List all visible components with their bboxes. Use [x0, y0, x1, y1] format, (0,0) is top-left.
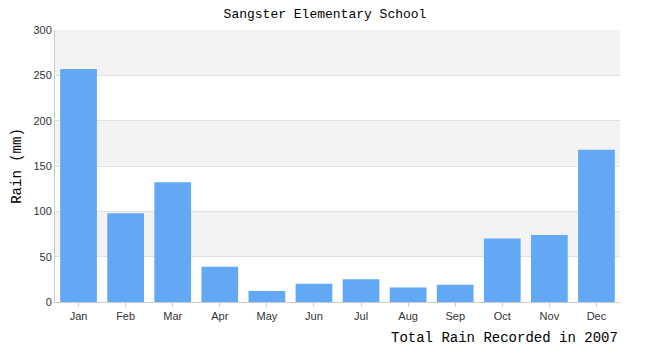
- svg-text:May: May: [256, 310, 277, 322]
- svg-text:200: 200: [33, 115, 51, 127]
- svg-text:Mar: Mar: [163, 310, 182, 322]
- svg-text:Jan: Jan: [70, 310, 88, 322]
- svg-text:300: 300: [33, 24, 51, 36]
- svg-text:Dec: Dec: [587, 310, 607, 322]
- svg-text:150: 150: [33, 160, 51, 172]
- svg-text:Total Rain Recorded in 2007: Total Rain Recorded in 2007: [391, 330, 618, 346]
- svg-text:Apr: Apr: [211, 310, 228, 322]
- svg-text:50: 50: [40, 251, 52, 263]
- svg-text:Sangster Elementary School: Sangster Elementary School: [224, 7, 427, 22]
- svg-text:Sep: Sep: [445, 310, 465, 322]
- svg-text:Nov: Nov: [540, 310, 560, 322]
- svg-text:Jul: Jul: [354, 310, 368, 322]
- svg-text:0: 0: [46, 296, 52, 308]
- svg-text:100: 100: [33, 205, 51, 217]
- svg-text:Oct: Oct: [494, 310, 511, 322]
- svg-text:Jun: Jun: [305, 310, 323, 322]
- svg-text:250: 250: [33, 69, 51, 81]
- svg-text:Rain (mm): Rain (mm): [9, 128, 25, 204]
- svg-text:Feb: Feb: [116, 310, 135, 322]
- svg-text:Aug: Aug: [398, 310, 418, 322]
